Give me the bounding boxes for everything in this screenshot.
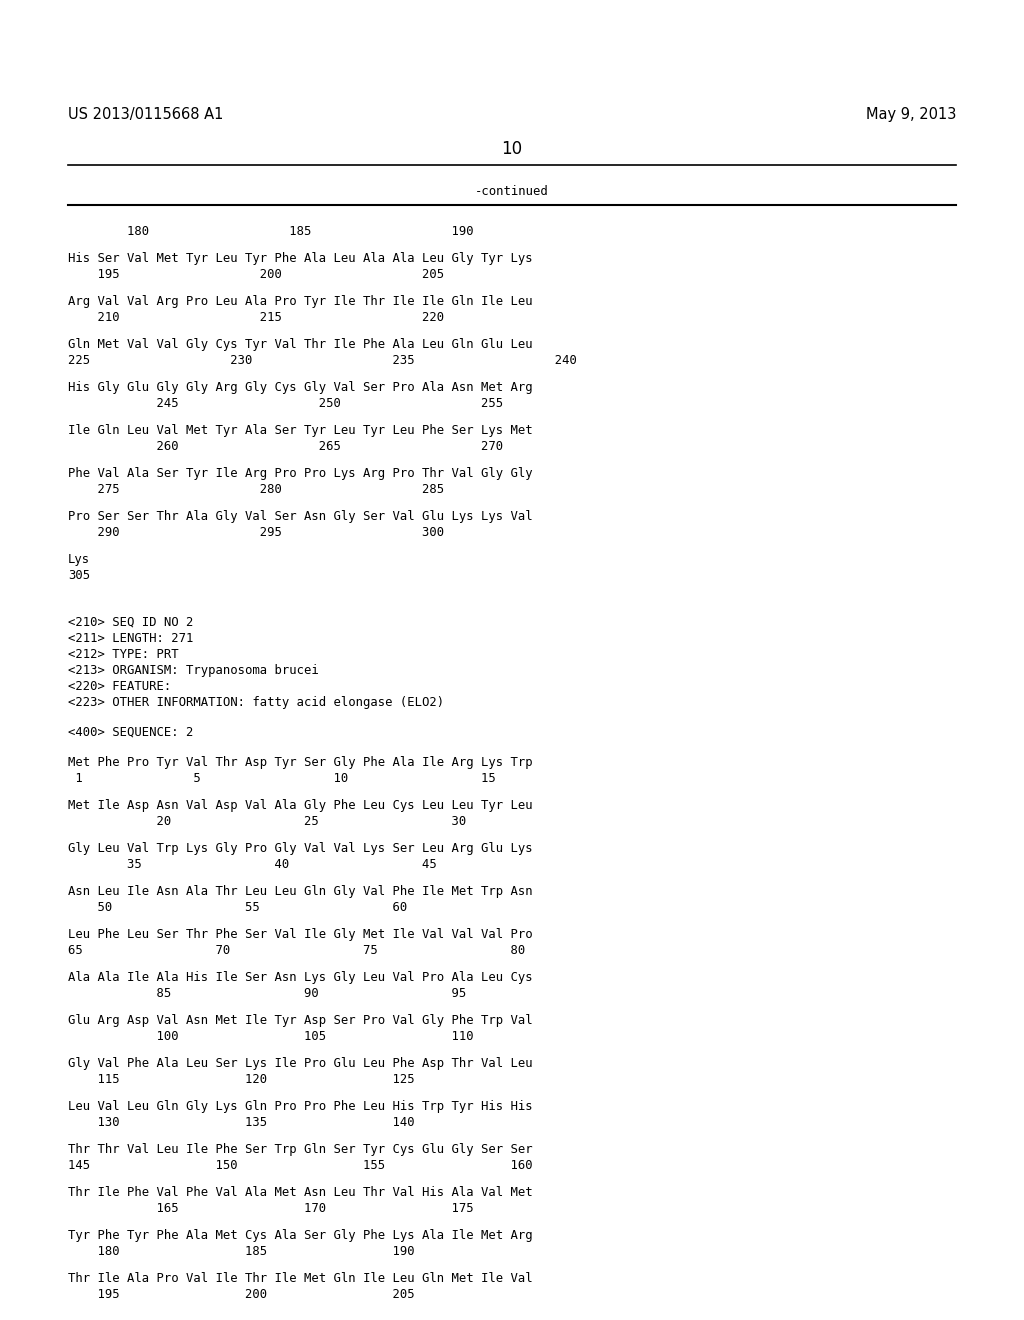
Text: 275                   280                   285: 275 280 285 xyxy=(68,483,444,496)
Text: Asn Leu Ile Asn Ala Thr Leu Leu Gln Gly Val Phe Ile Met Trp Asn: Asn Leu Ile Asn Ala Thr Leu Leu Gln Gly … xyxy=(68,884,532,898)
Text: 245                   250                   255: 245 250 255 xyxy=(68,397,503,411)
Text: Thr Thr Val Leu Ile Phe Ser Trp Gln Ser Tyr Cys Glu Gly Ser Ser: Thr Thr Val Leu Ile Phe Ser Trp Gln Ser … xyxy=(68,1143,532,1156)
Text: <400> SEQUENCE: 2: <400> SEQUENCE: 2 xyxy=(68,726,194,739)
Text: Phe Val Ala Ser Tyr Ile Arg Pro Pro Lys Arg Pro Thr Val Gly Gly: Phe Val Ala Ser Tyr Ile Arg Pro Pro Lys … xyxy=(68,467,532,480)
Text: 20                  25                  30: 20 25 30 xyxy=(68,814,466,828)
Text: 85                  90                  95: 85 90 95 xyxy=(68,987,466,1001)
Text: <210> SEQ ID NO 2: <210> SEQ ID NO 2 xyxy=(68,616,194,630)
Text: 210                   215                   220: 210 215 220 xyxy=(68,312,444,323)
Text: Ala Ala Ile Ala His Ile Ser Asn Lys Gly Leu Val Pro Ala Leu Cys: Ala Ala Ile Ala His Ile Ser Asn Lys Gly … xyxy=(68,972,532,983)
Text: Ile Gln Leu Val Met Tyr Ala Ser Tyr Leu Tyr Leu Phe Ser Lys Met: Ile Gln Leu Val Met Tyr Ala Ser Tyr Leu … xyxy=(68,424,532,437)
Text: 115                 120                 125: 115 120 125 xyxy=(68,1073,415,1086)
Text: Gln Met Val Val Gly Cys Tyr Val Thr Ile Phe Ala Leu Gln Glu Leu: Gln Met Val Val Gly Cys Tyr Val Thr Ile … xyxy=(68,338,532,351)
Text: 260                   265                   270: 260 265 270 xyxy=(68,440,503,453)
Text: Leu Phe Leu Ser Thr Phe Ser Val Ile Gly Met Ile Val Val Val Pro: Leu Phe Leu Ser Thr Phe Ser Val Ile Gly … xyxy=(68,928,532,941)
Text: US 2013/0115668 A1: US 2013/0115668 A1 xyxy=(68,107,223,121)
Text: Thr Ile Ala Pro Val Ile Thr Ile Met Gln Ile Leu Gln Met Ile Val: Thr Ile Ala Pro Val Ile Thr Ile Met Gln … xyxy=(68,1272,532,1284)
Text: Thr Ile Phe Val Phe Val Ala Met Asn Leu Thr Val His Ala Val Met: Thr Ile Phe Val Phe Val Ala Met Asn Leu … xyxy=(68,1185,532,1199)
Text: 165                 170                 175: 165 170 175 xyxy=(68,1203,474,1214)
Text: 10: 10 xyxy=(502,140,522,158)
Text: Glu Arg Asp Val Asn Met Ile Tyr Asp Ser Pro Val Gly Phe Trp Val: Glu Arg Asp Val Asn Met Ile Tyr Asp Ser … xyxy=(68,1014,532,1027)
Text: <211> LENGTH: 271: <211> LENGTH: 271 xyxy=(68,632,194,645)
Text: Pro Ser Ser Thr Ala Gly Val Ser Asn Gly Ser Val Glu Lys Lys Val: Pro Ser Ser Thr Ala Gly Val Ser Asn Gly … xyxy=(68,510,532,523)
Text: Arg Val Val Arg Pro Leu Ala Pro Tyr Ile Thr Ile Ile Gln Ile Leu: Arg Val Val Arg Pro Leu Ala Pro Tyr Ile … xyxy=(68,294,532,308)
Text: 65                  70                  75                  80: 65 70 75 80 xyxy=(68,944,525,957)
Text: Met Ile Asp Asn Val Asp Val Ala Gly Phe Leu Cys Leu Leu Tyr Leu: Met Ile Asp Asn Val Asp Val Ala Gly Phe … xyxy=(68,799,532,812)
Text: Tyr Phe Tyr Phe Ala Met Cys Ala Ser Gly Phe Lys Ala Ile Met Arg: Tyr Phe Tyr Phe Ala Met Cys Ala Ser Gly … xyxy=(68,1229,532,1242)
Text: 1               5                  10                  15: 1 5 10 15 xyxy=(68,772,496,785)
Text: 305: 305 xyxy=(68,569,90,582)
Text: His Gly Glu Gly Gly Arg Gly Cys Gly Val Ser Pro Ala Asn Met Arg: His Gly Glu Gly Gly Arg Gly Cys Gly Val … xyxy=(68,381,532,393)
Text: Lys: Lys xyxy=(68,553,90,566)
Text: <213> ORGANISM: Trypanosoma brucei: <213> ORGANISM: Trypanosoma brucei xyxy=(68,664,318,677)
Text: 290                   295                   300: 290 295 300 xyxy=(68,525,444,539)
Text: Leu Val Leu Gln Gly Lys Gln Pro Pro Phe Leu His Trp Tyr His His: Leu Val Leu Gln Gly Lys Gln Pro Pro Phe … xyxy=(68,1100,532,1113)
Text: <220> FEATURE:: <220> FEATURE: xyxy=(68,680,171,693)
Text: Gly Val Phe Ala Leu Ser Lys Ile Pro Glu Leu Phe Asp Thr Val Leu: Gly Val Phe Ala Leu Ser Lys Ile Pro Glu … xyxy=(68,1057,532,1071)
Text: 180                   185                   190: 180 185 190 xyxy=(68,224,474,238)
Text: Met Phe Pro Tyr Val Thr Asp Tyr Ser Gly Phe Ala Ile Arg Lys Trp: Met Phe Pro Tyr Val Thr Asp Tyr Ser Gly … xyxy=(68,756,532,770)
Text: 195                 200                 205: 195 200 205 xyxy=(68,1288,415,1302)
Text: Gly Leu Val Trp Lys Gly Pro Gly Val Val Lys Ser Leu Arg Glu Lys: Gly Leu Val Trp Lys Gly Pro Gly Val Val … xyxy=(68,842,532,855)
Text: His Ser Val Met Tyr Leu Tyr Phe Ala Leu Ala Ala Leu Gly Tyr Lys: His Ser Val Met Tyr Leu Tyr Phe Ala Leu … xyxy=(68,252,532,265)
Text: 145                 150                 155                 160: 145 150 155 160 xyxy=(68,1159,532,1172)
Text: 100                 105                 110: 100 105 110 xyxy=(68,1030,474,1043)
Text: 180                 185                 190: 180 185 190 xyxy=(68,1245,415,1258)
Text: May 9, 2013: May 9, 2013 xyxy=(865,107,956,121)
Text: -continued: -continued xyxy=(475,185,549,198)
Text: <223> OTHER INFORMATION: fatty acid elongase (ELO2): <223> OTHER INFORMATION: fatty acid elon… xyxy=(68,696,444,709)
Text: 195                   200                   205: 195 200 205 xyxy=(68,268,444,281)
Text: 225                   230                   235                   240: 225 230 235 240 xyxy=(68,354,577,367)
Text: <212> TYPE: PRT: <212> TYPE: PRT xyxy=(68,648,178,661)
Text: 130                 135                 140: 130 135 140 xyxy=(68,1115,415,1129)
Text: 50                  55                  60: 50 55 60 xyxy=(68,902,408,913)
Text: 35                  40                  45: 35 40 45 xyxy=(68,858,437,871)
